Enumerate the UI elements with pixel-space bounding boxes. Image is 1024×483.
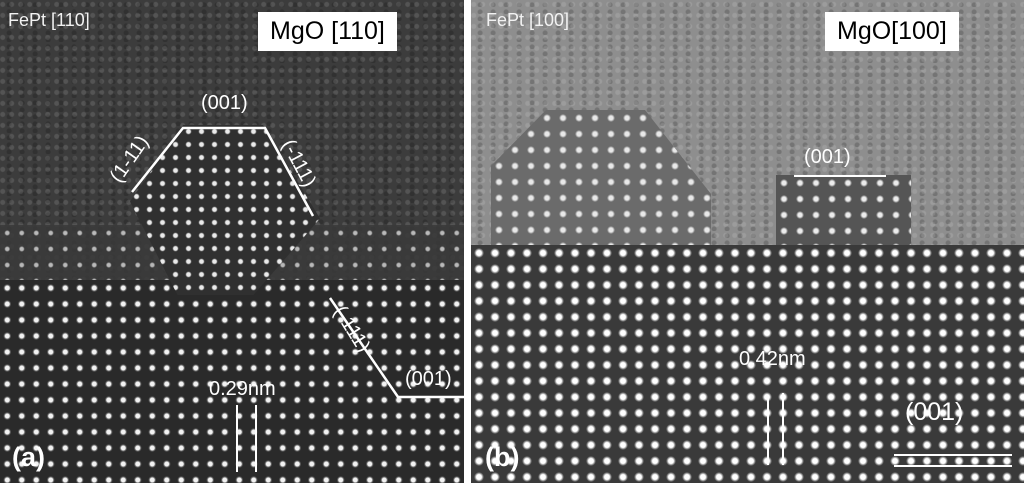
substrate-facet-label-flat: (001) bbox=[405, 368, 452, 390]
fept-particle-right bbox=[776, 175, 911, 250]
panel-divider bbox=[464, 0, 471, 483]
panel-b-annotation-lines bbox=[767, 175, 1012, 467]
lattice-spacing-label: 0.29nm bbox=[209, 378, 276, 400]
tem-image-panel-a: FePt [110] MgO [110] (001) (1-11) (-111)… bbox=[0, 0, 464, 483]
substrate-zone-axis-box: MgO[100] bbox=[825, 12, 959, 51]
substrate-facet-outline bbox=[328, 297, 464, 399]
tem-image-panel-b: FePt [100] MgO[100] (001) 0.42nm (001) (… bbox=[471, 0, 1024, 483]
panel-label: (a) bbox=[12, 442, 45, 472]
mgo-substrate-lattice bbox=[471, 245, 1024, 483]
lattice-spacing-label: 0.42nm bbox=[739, 348, 806, 370]
facet-label-top: (001) bbox=[201, 92, 248, 114]
zone-axis-label: FePt [110] bbox=[8, 10, 90, 30]
mgo-substrate-lattice bbox=[0, 280, 464, 483]
panel-label: (b) bbox=[485, 442, 520, 472]
panel-a-annotation-lines bbox=[131, 126, 464, 472]
particle-facet-outline bbox=[131, 126, 315, 217]
zone-axis-label: FePt [100] bbox=[486, 10, 570, 30]
substrate-facet-label: (001) bbox=[905, 398, 964, 426]
substrate-zone-axis-box: MgO [110] bbox=[258, 12, 397, 51]
facet-label-top: (001) bbox=[804, 146, 851, 168]
